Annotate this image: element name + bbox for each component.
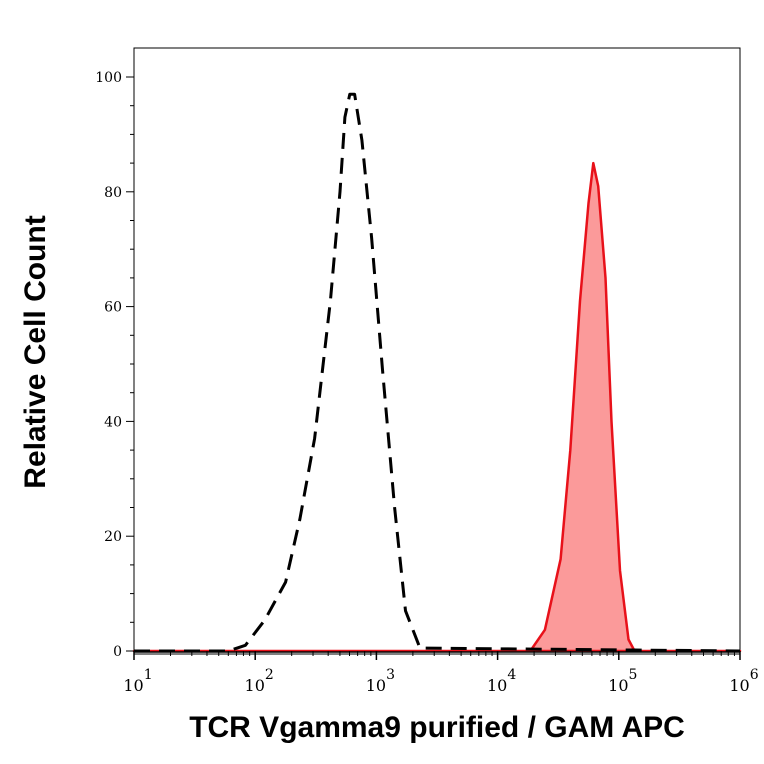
x-axis-label: TCR Vgamma9 purified / GAM APC [189, 711, 685, 744]
x-tick-label: 103 [366, 667, 395, 695]
x-tick-label: 104 [487, 667, 516, 695]
plot-frame [133, 47, 741, 655]
x-tick-label: 105 [608, 667, 637, 695]
x-tick-label: 101 [123, 667, 152, 695]
y-tick-label: 80 [104, 185, 122, 201]
series-dashed-histogram [134, 92, 741, 653]
y-tick-label: 100 [95, 70, 122, 86]
y-tick-label: 20 [104, 529, 122, 545]
y-tick-label: 40 [104, 414, 122, 430]
y-axis-label: Relative Cell Count [19, 215, 52, 488]
series-filled-histogram [132, 161, 742, 653]
y-tick-label: 0 [113, 644, 122, 660]
x-tick-label: 106 [729, 667, 758, 695]
x-tick-label: 102 [245, 667, 274, 695]
series-layer [132, 92, 742, 653]
axis-layer: 0 20 40 60 80 100 101 102 103 104 105 106 [95, 70, 758, 695]
y-tick-label: 60 [104, 300, 122, 316]
